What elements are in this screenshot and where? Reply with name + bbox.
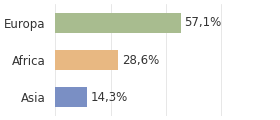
Bar bbox=[55, 87, 87, 107]
Bar bbox=[55, 50, 118, 70]
Text: 28,6%: 28,6% bbox=[122, 54, 159, 66]
Text: 14,3%: 14,3% bbox=[90, 91, 127, 104]
Text: 57,1%: 57,1% bbox=[185, 16, 222, 29]
Bar bbox=[55, 13, 181, 33]
